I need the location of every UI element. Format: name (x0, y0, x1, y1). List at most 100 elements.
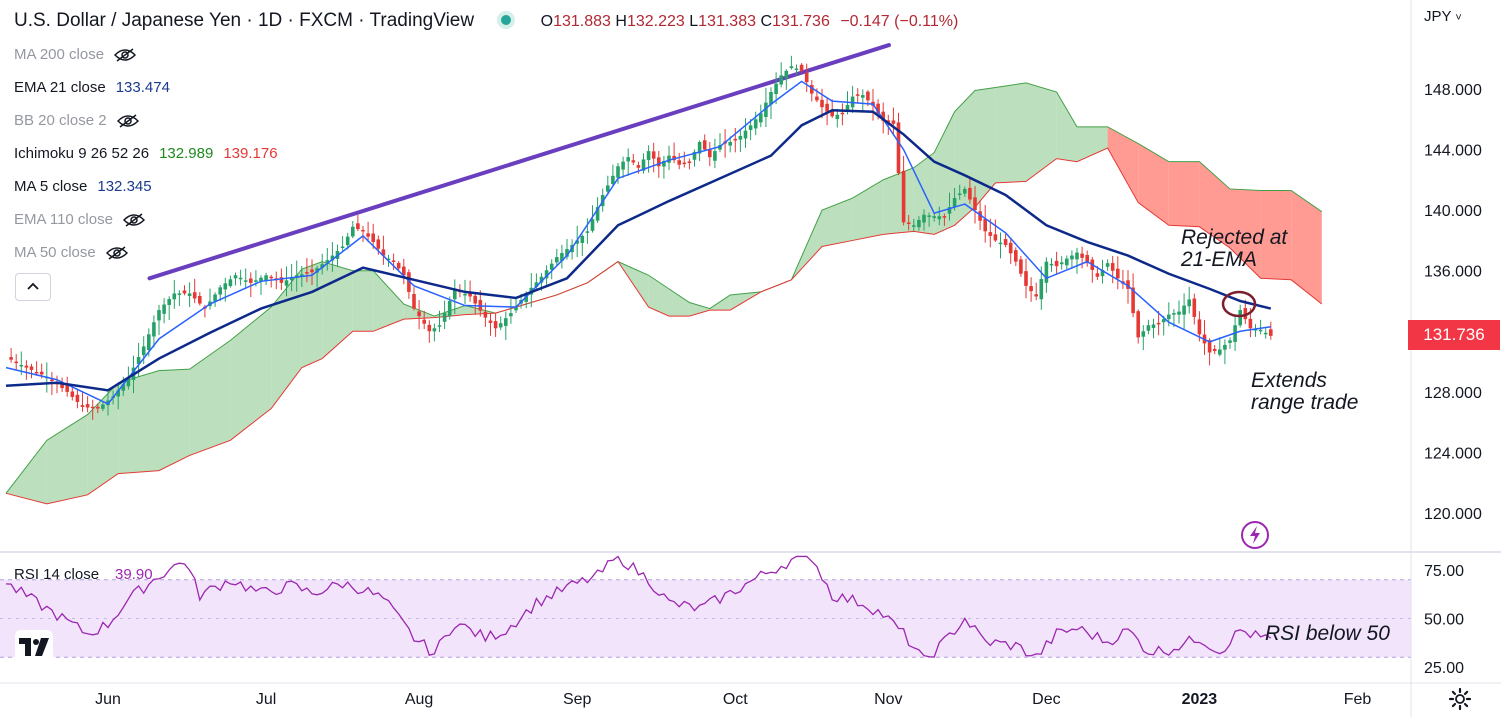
currency-selector[interactable]: JPY ˅ (1424, 8, 1462, 25)
bullish-candle (442, 300, 447, 329)
time-tick-label: Jul (256, 691, 276, 708)
bearish-candle (55, 375, 59, 394)
bearish-candle (942, 213, 947, 226)
bullish-candle (509, 298, 513, 324)
cloud-segment (995, 82, 1026, 183)
bearish-candle (381, 235, 386, 265)
chart-header: U.S. Dollar / Japanese Yen · 1D · FXCM ·… (14, 10, 958, 32)
bullish-candle (917, 216, 921, 231)
bearish-candle (993, 219, 998, 243)
cloud-segment (189, 340, 231, 456)
eye-off-icon[interactable] (105, 245, 128, 260)
bullish-candle (284, 266, 289, 297)
price-tick-label: 136.000 (1424, 264, 1482, 281)
bullish-candle (555, 248, 559, 266)
bullish-candle (580, 234, 585, 256)
bearish-candle (90, 399, 95, 420)
bullish-candle (213, 292, 217, 307)
bullish-candle (1146, 319, 1151, 335)
bullish-candle (259, 275, 263, 295)
legend-row[interactable]: MA 5 close 132.345 (14, 178, 152, 195)
bearish-candle (799, 63, 804, 73)
cloud-segment (689, 302, 710, 317)
bearish-candle (473, 292, 477, 315)
cloud-segment (373, 270, 404, 332)
bullish-candle (912, 218, 916, 232)
eye-off-icon[interactable] (114, 47, 137, 62)
bearish-candle (80, 390, 85, 412)
ohlc-values: O131.883 H132.223 L131.383 C131.736 −0.1… (540, 13, 959, 30)
bullish-candle (718, 133, 722, 153)
bearish-candle (269, 274, 273, 288)
rsi-label: RSI 14 close (14, 566, 100, 583)
bullish-candle (351, 220, 355, 239)
bearish-candle (810, 80, 814, 102)
bullish-candle (162, 298, 166, 324)
ema21-line (5, 108, 1272, 392)
cloud-segment (883, 167, 914, 235)
bullish-candle (794, 64, 799, 76)
bearish-candle (1131, 273, 1135, 318)
rsi-legend: RSI 14 close 39.90 (14, 566, 153, 583)
indicator-value: 132.345 (97, 178, 152, 195)
bullish-candle (1187, 286, 1191, 314)
bearish-candle (14, 354, 18, 371)
bearish-candle (1090, 256, 1095, 283)
bullish-candle (238, 269, 243, 286)
bearish-candle (682, 151, 687, 168)
trendline (147, 43, 891, 281)
bearish-candle (361, 225, 365, 242)
cloud-segment (1291, 190, 1322, 305)
symbol-title[interactable]: U.S. Dollar / Japanese Yen · 1D · FXCM ·… (14, 10, 475, 31)
bullish-candle (621, 156, 625, 178)
bearish-candle (983, 204, 987, 243)
bullish-candle (957, 184, 962, 200)
bearish-candle (687, 158, 692, 170)
bearish-candle (1121, 269, 1125, 289)
bearish-candle (1243, 299, 1248, 324)
bullish-candle (835, 108, 840, 128)
bullish-candle (1223, 339, 1227, 365)
rejection-circle (1221, 290, 1257, 318)
flash-icon[interactable] (1240, 520, 1270, 550)
bearish-candle (391, 253, 396, 271)
gear-icon[interactable] (1448, 687, 1472, 711)
indicator-label: MA 5 close (14, 178, 88, 195)
indicator-value: 132.989 (159, 145, 214, 162)
bullish-candle (208, 288, 212, 310)
bearish-candle (1156, 310, 1161, 336)
cloud-segment (1077, 126, 1108, 162)
tradingview-logo[interactable] (15, 630, 53, 664)
legend-row[interactable]: EMA 110 close (14, 211, 145, 228)
collapse-legend-button[interactable] (15, 273, 51, 301)
cloud-segment (954, 90, 975, 226)
rsi-tick-label: 75.00 (1424, 563, 1464, 580)
legend-row[interactable]: EMA 21 close 133.474 (14, 79, 170, 96)
bearish-candle (198, 292, 202, 306)
legend-row[interactable]: BB 20 close 2 (14, 112, 139, 129)
legend-row[interactable]: MA 50 close (14, 244, 128, 261)
bearish-candle (891, 107, 896, 136)
rsi-tick-label: 25.00 (1424, 660, 1464, 677)
eye-off-icon[interactable] (116, 113, 139, 128)
bearish-candle (855, 88, 860, 103)
legend-row[interactable]: MA 200 close (14, 46, 137, 63)
bullish-candle (662, 155, 666, 179)
cloud-segment (159, 369, 190, 471)
bearish-candle (1034, 282, 1038, 301)
bullish-candle (177, 290, 182, 306)
price-tick-label: 128.000 (1424, 385, 1482, 402)
bullish-candle (769, 87, 773, 119)
bullish-candle (1105, 259, 1110, 271)
bearish-candle (34, 361, 39, 376)
legend-row[interactable]: Ichimoku 9 26 52 26 132.989 139.176 (14, 145, 278, 162)
indicator-label: MA 50 close (14, 244, 96, 261)
bullish-candle (779, 62, 783, 88)
bullish-candle (437, 310, 442, 333)
bullish-candle (243, 268, 248, 290)
eye-off-icon[interactable] (122, 212, 145, 227)
bullish-candle (330, 242, 335, 272)
bearish-candle (427, 320, 432, 343)
